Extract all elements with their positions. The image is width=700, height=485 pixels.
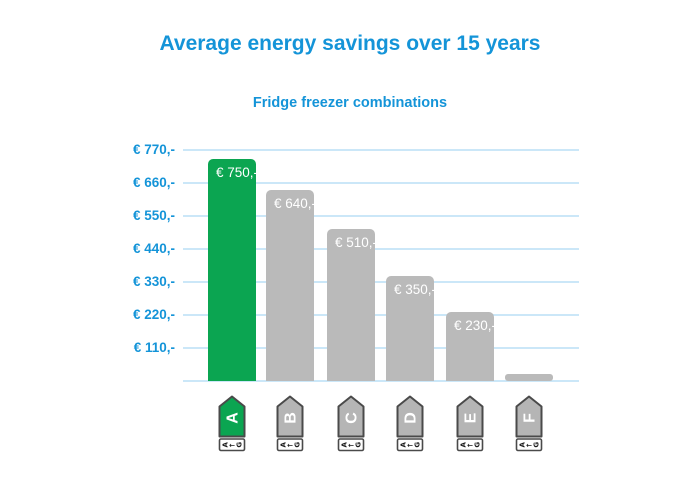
y-axis-tick-label: € 220,- — [132, 307, 175, 322]
energy-tag-shape — [337, 395, 365, 438]
energy-tag-shape — [456, 395, 484, 438]
energy-tag-shape — [276, 395, 304, 438]
chart-subtitle: Fridge freezer combinations — [252, 95, 448, 111]
bar-class-a: € 750,- — [208, 159, 259, 381]
gridline — [183, 314, 579, 316]
bar-value-label: € 350,- — [394, 282, 437, 297]
energy-label-icon-b: B A ← G — [276, 395, 304, 452]
energy-scale-strip — [337, 438, 365, 452]
y-axis-tick-label: € 770,- — [132, 142, 175, 157]
bar-value-label: € 750,- — [216, 165, 259, 180]
scale-letter-a: A — [459, 442, 467, 448]
scale-letter-a: A — [399, 442, 407, 448]
gridline — [183, 149, 579, 151]
gridline — [183, 182, 579, 184]
energy-tag-shape — [396, 395, 424, 438]
scale-letter-a: A — [340, 442, 348, 448]
bar-value-label: € 230,- — [454, 318, 497, 333]
scale-letter-a: A — [279, 442, 287, 448]
gridline — [183, 347, 579, 349]
energy-class-letter: B — [283, 412, 300, 424]
bar-class-c: € 510,- — [327, 229, 378, 381]
y-axis-tick-label: € 330,- — [132, 274, 175, 289]
bar-value-label: € 510,- — [335, 235, 378, 250]
scale-arrow-left-icon: ← — [407, 441, 413, 449]
energy-scale-strip — [456, 438, 484, 452]
scale-letter-a: A — [518, 442, 526, 448]
energy-label-icon-e: E A ← G — [456, 395, 484, 452]
y-axis-tick-label: € 550,- — [132, 208, 175, 223]
energy-tag-shape — [218, 395, 246, 438]
energy-class-letter: F — [522, 413, 539, 423]
energy-class-letter: A — [225, 412, 242, 424]
energy-scale-strip — [396, 438, 424, 452]
energy-scale-strip — [218, 438, 246, 452]
gridline — [183, 215, 579, 217]
gridline — [183, 281, 579, 283]
energy-class-letter: C — [344, 412, 361, 424]
bar-class-d: € 350,- — [386, 276, 437, 381]
energy-tag-shape — [515, 395, 543, 438]
energy-label-icon-f: F A ← G — [515, 395, 543, 452]
scale-letter-g: G — [532, 442, 540, 448]
scale-letter-g: G — [473, 442, 481, 448]
energy-label-icon-a: A A ← G — [218, 395, 246, 452]
bar-value-label: € 640,- — [274, 196, 317, 211]
scale-letter-a: A — [221, 442, 229, 448]
energy-class-letter: D — [403, 412, 420, 424]
bar-class-b: € 640,- — [266, 190, 317, 381]
energy-scale-strip — [276, 438, 304, 452]
scale-letter-g: G — [413, 442, 421, 448]
gridline-baseline — [183, 380, 579, 382]
scale-arrow-left-icon: ← — [287, 441, 293, 449]
energy-scale-strip — [515, 438, 543, 452]
energy-label-icon-d: D A ← G — [396, 395, 424, 452]
scale-letter-g: G — [293, 442, 301, 448]
scale-arrow-left-icon: ← — [348, 441, 354, 449]
energy-label-icon-c: C A ← G — [337, 395, 365, 452]
scale-letter-g: G — [235, 442, 243, 448]
scale-arrow-left-icon: ← — [467, 441, 473, 449]
bar-class-f — [505, 374, 553, 381]
gridline — [183, 248, 579, 250]
scale-arrow-left-icon: ← — [526, 441, 532, 449]
bar-class-e: € 230,- — [446, 312, 497, 381]
scale-arrow-left-icon: ← — [229, 441, 235, 449]
energy-class-letter: E — [463, 412, 480, 423]
y-axis-tick-label: € 440,- — [132, 241, 175, 256]
scale-letter-g: G — [354, 442, 362, 448]
y-axis-tick-label: € 110,- — [133, 340, 175, 355]
y-axis-tick-label: € 660,- — [132, 175, 175, 190]
chart-title: Average energy savings over 15 years — [159, 32, 541, 55]
